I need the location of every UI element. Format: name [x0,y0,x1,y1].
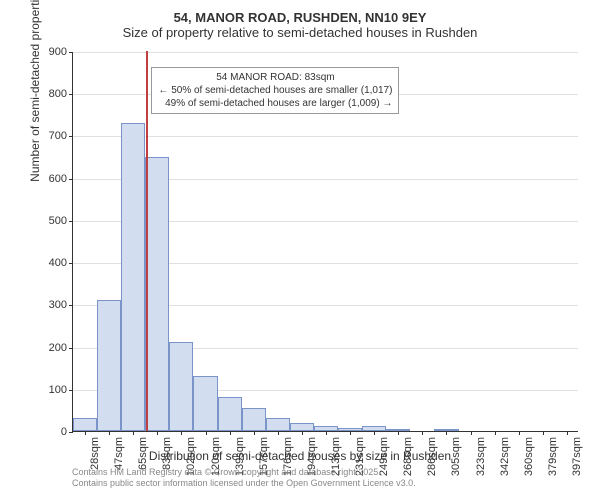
chart-footnote: Contains HM Land Registry data © Crown c… [72,467,416,490]
x-tick-mark [350,431,351,435]
reference-line [146,51,148,431]
y-tick-label: 700 [49,130,67,142]
histogram-bar [145,157,169,431]
y-tick-label: 900 [49,46,67,58]
annotation-line1: 54 MANOR ROAD: 83sqm [158,71,392,84]
y-axis-label: Number of semi-detached properties [28,0,42,182]
y-tick-mark [69,221,73,222]
y-tick-label: 400 [49,257,67,269]
y-tick-label: 800 [49,88,67,100]
x-tick-mark [206,431,207,435]
y-tick-label: 100 [49,384,67,396]
histogram-bar [290,423,314,431]
x-tick-mark [133,431,134,435]
y-tick-label: 0 [61,426,67,438]
annotation-box: 54 MANOR ROAD: 83sqm← 50% of semi-detach… [151,67,399,114]
x-tick-mark [254,431,255,435]
x-tick-mark [567,431,568,435]
y-tick-mark [69,136,73,137]
y-tick-mark [69,432,73,433]
y-tick-label: 300 [49,299,67,311]
y-tick-mark [69,263,73,264]
x-tick-mark [495,431,496,435]
footnote-line1: Contains HM Land Registry data © Crown c… [72,467,416,479]
histogram-bar [218,397,242,431]
x-tick-mark [85,431,86,435]
histogram-bar [193,376,217,431]
x-axis-label: Distribution of semi-detached houses by … [10,449,590,463]
histogram-bar [121,123,145,431]
x-tick-mark [181,431,182,435]
histogram-bar [169,342,193,431]
x-tick-mark [326,431,327,435]
gridline [73,136,578,137]
x-tick-mark [302,431,303,435]
y-tick-label: 500 [49,215,67,227]
chart-title-line2: Size of property relative to semi-detach… [10,25,590,40]
y-tick-label: 200 [49,342,67,354]
x-tick-mark [471,431,472,435]
x-tick-mark [422,431,423,435]
x-tick-mark [157,431,158,435]
x-tick-mark [374,431,375,435]
y-tick-mark [69,179,73,180]
plot-area: 010020030040050060070080090028sqm47sqm65… [72,52,578,432]
x-tick-mark [109,431,110,435]
x-tick-mark [543,431,544,435]
x-tick-mark [519,431,520,435]
histogram-bar [73,418,97,431]
x-tick-mark [398,431,399,435]
y-tick-mark [69,52,73,53]
x-tick-mark [278,431,279,435]
y-tick-mark [69,348,73,349]
y-tick-mark [69,390,73,391]
gridline [73,52,578,53]
chart-title-line1: 54, MANOR ROAD, RUSHDEN, NN10 9EY [10,10,590,25]
annotation-line3: 49% of semi-detached houses are larger (… [158,97,392,110]
histogram-bar [266,418,290,431]
footnote-line2: Contains public sector information licen… [72,478,416,490]
x-tick-mark [446,431,447,435]
y-tick-mark [69,305,73,306]
y-tick-label: 600 [49,173,67,185]
y-tick-mark [69,94,73,95]
annotation-line2: ← 50% of semi-detached houses are smalle… [158,84,392,97]
histogram-bar [97,300,121,431]
histogram-bar [242,408,266,431]
x-tick-mark [230,431,231,435]
